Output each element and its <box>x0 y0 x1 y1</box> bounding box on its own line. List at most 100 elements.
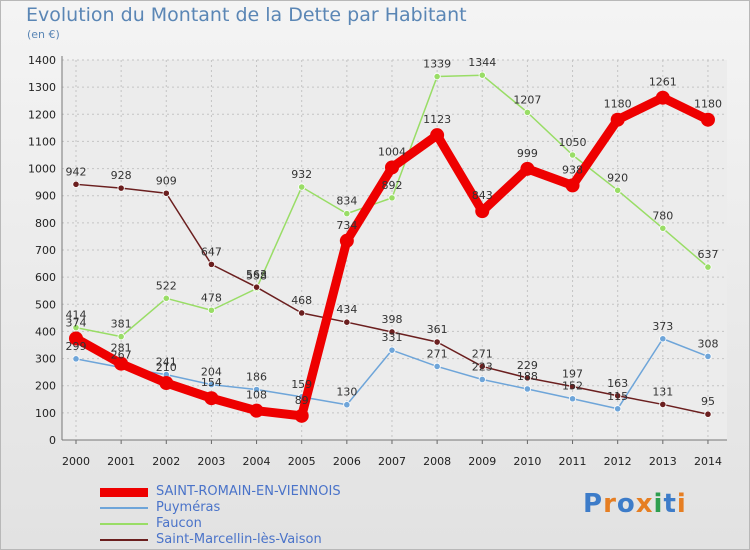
chart-title: Evolution du Montant de la Dette par Hab… <box>26 4 467 26</box>
data-label: 780 <box>652 209 673 222</box>
data-label: 308 <box>697 337 718 350</box>
data-point <box>72 324 80 332</box>
y-tick-label: 0 <box>49 434 56 447</box>
y-tick-label: 1100 <box>28 135 56 148</box>
data-label: 197 <box>562 368 583 381</box>
data-label: 131 <box>652 385 673 398</box>
data-label: 1180 <box>604 98 632 111</box>
data-point <box>298 183 306 191</box>
x-tick-label: 2004 <box>243 455 271 468</box>
data-point <box>72 355 80 363</box>
data-label: 1050 <box>559 136 587 149</box>
data-label: 267 <box>111 349 132 362</box>
data-label: 271 <box>427 347 448 360</box>
data-point <box>610 112 625 127</box>
data-point <box>565 178 580 193</box>
data-label: 188 <box>517 370 538 383</box>
legend-swatch <box>100 539 148 541</box>
y-tick-label: 1200 <box>28 108 56 121</box>
data-label: 468 <box>291 294 312 307</box>
y-tick-label: 300 <box>35 353 56 366</box>
chart-subtitle: (en €) <box>27 28 60 41</box>
data-label: 478 <box>201 291 222 304</box>
x-tick-label: 2006 <box>333 455 361 468</box>
data-label: 1261 <box>649 76 677 89</box>
data-label: 637 <box>697 248 718 261</box>
data-point <box>430 128 445 143</box>
data-label: 159 <box>291 378 312 391</box>
data-point <box>704 263 712 271</box>
x-tick-label: 2012 <box>604 455 632 468</box>
y-tick-label: 200 <box>35 380 56 393</box>
data-label: 241 <box>156 356 177 369</box>
y-tick-label: 500 <box>35 298 56 311</box>
data-label: 522 <box>156 279 177 292</box>
x-tick-label: 2009 <box>468 455 496 468</box>
data-point <box>339 233 354 248</box>
y-tick-label: 1300 <box>28 81 56 94</box>
y-tick-label: 400 <box>35 325 56 338</box>
data-point <box>568 395 577 403</box>
data-label: 163 <box>607 377 628 390</box>
data-point <box>568 151 577 159</box>
legend-swatch <box>100 507 148 509</box>
data-point <box>614 186 622 194</box>
y-tick-label: 900 <box>35 190 56 203</box>
data-label: 381 <box>111 318 132 331</box>
data-point <box>523 108 532 116</box>
data-label: 647 <box>201 245 222 258</box>
data-label: 361 <box>427 323 448 336</box>
x-tick-label: 2011 <box>559 455 587 468</box>
data-label: 210 <box>156 361 177 374</box>
data-point <box>433 72 441 81</box>
data-point <box>523 385 532 393</box>
data-point <box>700 112 715 127</box>
data-point <box>655 90 670 105</box>
data-label: 229 <box>517 359 538 372</box>
data-point <box>388 346 396 354</box>
data-point <box>343 318 351 326</box>
x-tick-label: 2005 <box>288 455 316 468</box>
data-label: 95 <box>701 395 715 408</box>
data-point <box>249 403 264 418</box>
data-label: 843 <box>472 189 493 202</box>
y-tick-label: 1400 <box>28 54 56 67</box>
data-label: 398 <box>381 313 402 326</box>
data-point <box>117 184 125 192</box>
data-point <box>207 381 216 389</box>
legend-swatch <box>100 487 148 497</box>
data-point <box>523 374 532 382</box>
data-label: 108 <box>246 389 267 402</box>
data-point <box>704 352 712 360</box>
data-label: 331 <box>381 331 402 344</box>
data-label: 115 <box>607 390 628 403</box>
data-point <box>433 362 441 371</box>
data-label: 932 <box>291 168 312 181</box>
y-tick-label: 700 <box>35 244 56 257</box>
data-point <box>252 385 261 394</box>
data-label: 563 <box>246 268 267 281</box>
data-point <box>117 332 125 341</box>
data-point <box>69 331 83 346</box>
x-tick-label: 2008 <box>423 455 451 468</box>
data-point <box>204 391 219 406</box>
data-point <box>162 294 170 302</box>
data-label: 928 <box>111 169 132 182</box>
data-point <box>343 401 351 409</box>
data-point <box>207 260 216 268</box>
data-point <box>614 392 622 400</box>
data-label: 223 <box>472 360 493 373</box>
x-tick-label: 2001 <box>107 455 135 468</box>
data-point <box>159 376 174 390</box>
data-label: 414 <box>66 309 87 322</box>
data-label: 1180 <box>694 98 722 111</box>
x-tick-label: 2002 <box>152 455 180 468</box>
legend-label: SAINT-ROMAIN-EN-VIENNOIS <box>156 484 341 499</box>
data-label: 734 <box>336 219 357 232</box>
data-point <box>162 189 170 197</box>
data-label: 1004 <box>378 145 406 158</box>
data-point <box>72 180 80 188</box>
data-point <box>478 362 486 371</box>
data-point <box>252 283 261 291</box>
